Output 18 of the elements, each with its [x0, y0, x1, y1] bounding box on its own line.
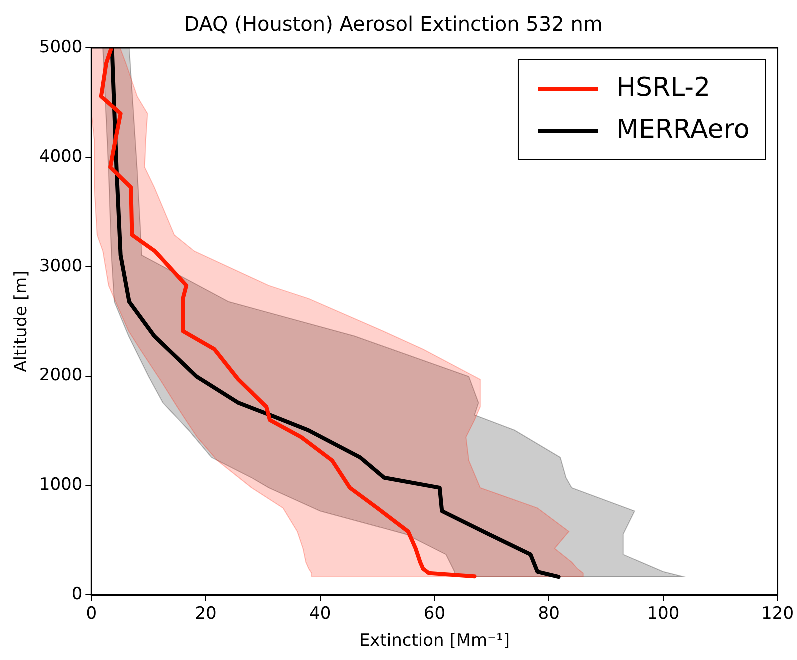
x-tick-label: 60 [424, 604, 446, 624]
x-tick-label: 120 [762, 604, 794, 624]
x-tick-label: 100 [647, 604, 680, 624]
legend-label: HSRL-2 [616, 72, 711, 103]
y-tick-label: 3000 [39, 256, 83, 276]
x-tick-label: 20 [195, 604, 217, 624]
y-tick-label: 0 [72, 584, 83, 605]
y-tick-label: 2000 [39, 366, 83, 386]
chart-title: DAQ (Houston) Aerosol Extinction 532 nm [184, 12, 603, 36]
x-tick-label: 40 [310, 604, 332, 624]
y-tick-label: 5000 [39, 37, 83, 58]
y-axis-title: Altitude [m] [12, 270, 32, 372]
y-tick-label: 4000 [39, 146, 83, 167]
x-tick-label: 0 [86, 604, 98, 624]
y-tick-label: 1000 [39, 475, 83, 496]
x-tick-label: 80 [538, 604, 560, 624]
legend-label: MERRAero [616, 114, 750, 145]
x-axis-title: Extinction [Mm⁻¹] [359, 631, 510, 652]
